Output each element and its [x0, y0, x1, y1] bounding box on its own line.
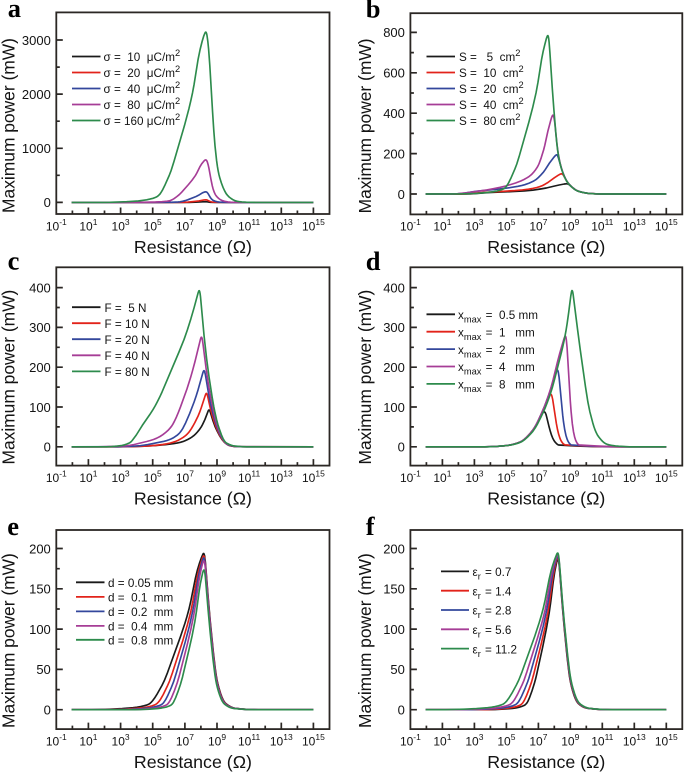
- svg-text:Maximum power (mW): Maximum power (mW): [0, 290, 18, 465]
- svg-text:εr = 5.6: εr = 5.6: [473, 624, 512, 640]
- svg-text:F = 20 N: F = 20 N: [105, 334, 150, 347]
- svg-text:600: 600: [383, 66, 405, 81]
- svg-text:Maximum power (mW): Maximum power (mW): [355, 553, 375, 728]
- svg-text:F = 5 N: F = 5 N: [105, 302, 147, 315]
- svg-text:150: 150: [383, 582, 405, 597]
- svg-text:100: 100: [383, 400, 405, 415]
- svg-text:100: 100: [29, 622, 51, 637]
- svg-text:εr = 11.2: εr = 11.2: [473, 643, 518, 659]
- svg-text:2000: 2000: [22, 87, 51, 102]
- svg-text:εr = 1.4: εr = 1.4: [473, 585, 512, 601]
- svg-text:d = 0.05 mm: d = 0.05 mm: [108, 577, 173, 590]
- svg-text:d = 0.2 mm: d = 0.2 mm: [108, 606, 173, 619]
- svg-text:a: a: [8, 0, 21, 23]
- svg-text:εr = 2.8: εr = 2.8: [473, 605, 512, 621]
- svg-text:300: 300: [383, 320, 405, 335]
- svg-text:Resistance (Ω): Resistance (Ω): [134, 752, 252, 772]
- svg-text:S = 40 cm2: S = 40 cm2: [459, 96, 524, 112]
- svg-text:150: 150: [29, 582, 51, 597]
- svg-text:S = 80 cm2: S = 80 cm2: [459, 112, 520, 128]
- svg-text:300: 300: [29, 320, 51, 335]
- svg-text:400: 400: [29, 280, 51, 295]
- svg-text:c: c: [8, 245, 20, 275]
- svg-text:Maximum power (mW): Maximum power (mW): [355, 290, 375, 465]
- svg-text:Resistance (Ω): Resistance (Ω): [134, 237, 252, 257]
- svg-text:800: 800: [383, 25, 405, 40]
- svg-text:0: 0: [398, 703, 405, 718]
- svg-text:d: d: [366, 246, 381, 276]
- svg-text:0: 0: [44, 440, 51, 455]
- svg-text:εr = 0.7: εr = 0.7: [473, 566, 512, 582]
- svg-text:200: 200: [29, 541, 51, 556]
- svg-text:200: 200: [383, 360, 405, 375]
- svg-text:100: 100: [29, 400, 51, 415]
- svg-text:1000: 1000: [22, 141, 51, 156]
- svg-text:Maximum power (mW): Maximum power (mW): [355, 38, 375, 213]
- svg-text:σ = 160 μC/m2: σ = 160 μC/m2: [104, 112, 181, 128]
- svg-text:e: e: [7, 511, 19, 541]
- svg-text:σ = 40 μC/m2: σ = 40 μC/m2: [104, 80, 181, 96]
- svg-text:400: 400: [383, 106, 405, 121]
- svg-text:Maximum power (mW): Maximum power (mW): [0, 38, 18, 213]
- svg-text:S = 20 cm2: S = 20 cm2: [459, 80, 524, 96]
- svg-text:200: 200: [29, 360, 51, 375]
- svg-text:Resistance (Ω): Resistance (Ω): [487, 752, 605, 772]
- svg-text:f: f: [366, 511, 376, 541]
- svg-text:F = 40 N: F = 40 N: [105, 350, 150, 363]
- svg-text:F = 80 N: F = 80 N: [105, 366, 150, 379]
- svg-text:S = 10 cm2: S = 10 cm2: [459, 64, 524, 80]
- svg-text:σ = 20 μC/m2: σ = 20 μC/m2: [104, 64, 181, 80]
- svg-text:σ = 10 μC/m2: σ = 10 μC/m2: [104, 48, 181, 64]
- svg-text:0: 0: [44, 703, 51, 718]
- svg-text:b: b: [366, 0, 381, 24]
- svg-text:F = 10 N: F = 10 N: [105, 318, 150, 331]
- svg-text:50: 50: [390, 662, 404, 677]
- svg-text:0: 0: [44, 195, 51, 210]
- svg-text:0: 0: [398, 187, 405, 202]
- svg-text:100: 100: [383, 622, 405, 637]
- svg-text:Resistance (Ω): Resistance (Ω): [134, 488, 252, 508]
- svg-text:400: 400: [383, 280, 405, 295]
- svg-text:0: 0: [398, 440, 405, 455]
- svg-text:d = 0.4 mm: d = 0.4 mm: [108, 621, 173, 634]
- svg-text:50: 50: [36, 662, 50, 677]
- svg-text:200: 200: [383, 146, 405, 161]
- svg-text:Resistance (Ω): Resistance (Ω): [487, 488, 605, 508]
- svg-text:σ = 80 μC/m2: σ = 80 μC/m2: [104, 96, 181, 112]
- svg-text:Maximum power (mW): Maximum power (mW): [0, 553, 18, 728]
- svg-text:d = 0.8 mm: d = 0.8 mm: [108, 635, 173, 648]
- svg-text:d = 0.1 mm: d = 0.1 mm: [108, 592, 173, 605]
- svg-text:200: 200: [383, 541, 405, 556]
- svg-text:3000: 3000: [22, 33, 51, 48]
- svg-text:S = 5 cm2: S = 5 cm2: [459, 48, 520, 64]
- svg-text:Resistance (Ω): Resistance (Ω): [487, 237, 605, 257]
